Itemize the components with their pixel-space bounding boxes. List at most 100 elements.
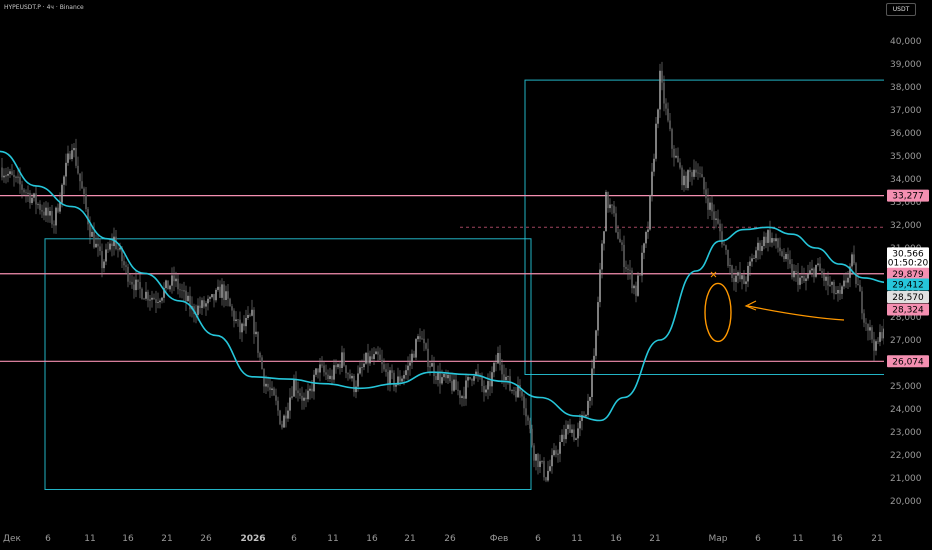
candle [667,102,669,123]
candle [477,363,479,382]
candle [67,145,69,166]
candle [283,414,285,428]
candle [561,429,563,443]
candle [179,283,181,298]
candle [765,232,767,249]
candle [849,263,851,288]
candle [55,206,57,234]
candle [549,459,551,473]
candle [199,296,201,314]
range-box [524,79,932,375]
price-label: 29,412 [887,278,929,291]
candle [609,198,611,213]
candle [839,282,841,300]
candle [767,228,769,252]
candle [95,234,97,248]
svg-text:29,879: 29,879 [892,270,924,280]
candle [685,171,687,191]
candle [401,375,403,383]
candle [455,374,457,390]
candle [847,271,849,289]
candle [783,248,785,262]
candle [751,253,753,267]
candle [333,359,335,383]
candle [649,194,651,231]
candle [837,285,839,302]
price-label: 01:50:20 [887,256,929,269]
candle [39,200,41,215]
candle [517,376,519,398]
candle [789,250,791,269]
candle [515,387,517,402]
candle [223,280,225,308]
candle [375,348,377,355]
candle [245,309,247,334]
candle [41,204,43,218]
candle [467,374,469,388]
candle [149,294,151,311]
candle [325,364,327,381]
candle [547,460,549,483]
candle [315,367,317,378]
candle [85,186,87,212]
candle [83,186,85,205]
svg-text:33,277: 33,277 [892,192,924,202]
candle [417,333,419,342]
candle [317,368,319,379]
candle [305,389,307,408]
candle [639,273,641,277]
candle [433,356,435,384]
x-tick-label: 6 [45,534,51,544]
candle [141,287,143,300]
y-tick-label: 24,000 [890,405,922,415]
candle [597,296,599,336]
candle [529,417,531,434]
candle [357,365,359,392]
x-tick-label: 11 [327,534,338,544]
currency-unit-button[interactable]: USDT [886,3,916,16]
candle [77,156,79,175]
candle [211,294,213,299]
candle [187,292,189,302]
candle [829,276,831,288]
candle [799,274,801,290]
candle [109,239,111,252]
candle [699,166,701,178]
candle [625,260,627,273]
candle [489,371,491,396]
candle [701,166,703,178]
candle [833,279,835,300]
candle [651,162,653,202]
candle [49,206,51,223]
candle [541,460,543,464]
symbol-title[interactable]: HYPEUSDT.P · 4ч · Binance [4,4,84,11]
candle [267,376,269,392]
candle [823,268,825,287]
candle [595,329,597,360]
range-boxes [44,79,932,490]
candle [293,374,295,397]
candle [75,138,77,169]
candle [733,268,735,291]
candle [787,247,789,270]
candle [495,354,497,372]
candle [271,381,273,397]
candle [665,98,667,116]
candle [553,443,555,457]
candle [9,168,11,178]
candle [227,284,229,307]
candle [877,337,879,344]
candle [741,273,743,290]
candle [443,372,445,381]
candle [867,323,869,341]
x-axis[interactable]: Дек 6 11 16 21 26 2026 6 11 16 21 26 Фев 6 11 16 21 Мар 6 1… [3,534,883,544]
candle [861,286,863,320]
candle [715,210,717,229]
candle [535,453,537,471]
candle [565,420,567,444]
candle [155,290,157,314]
candle [431,354,433,367]
